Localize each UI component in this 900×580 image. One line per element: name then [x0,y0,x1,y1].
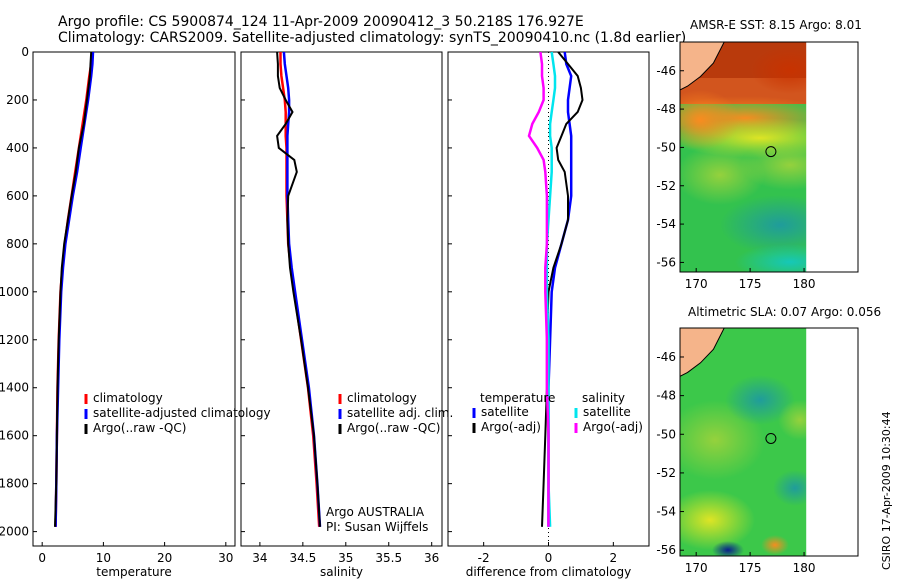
panel-2-xtick-label: 2 [610,551,618,565]
sst-no-data-area [806,42,858,272]
sla-float-marker [765,432,777,444]
series-line-1-2 [276,51,321,527]
legend-3-label-0: satellite [583,405,631,419]
series-line-0-2 [54,51,93,527]
panel-1-xtick-label: 36 [424,551,439,565]
sst-ytick-label: -52 [656,179,676,193]
sla-ytick-label: -48 [656,389,676,403]
depth-tick-label: 1800 [0,477,29,491]
sla-frame [679,327,859,557]
sst-xtick-label: 170 [685,277,708,291]
depth-tick-label: 1600 [0,429,29,443]
panel-1-xtick-label: 35.5 [375,551,402,565]
depth-tick-label: 1400 [0,381,29,395]
sla-no-data-area [806,328,858,556]
panel-0-xtick-label: 20 [157,551,172,565]
series-line-2-2 [545,51,557,527]
sst-float-marker [765,146,777,158]
depth-tick-label: 600 [6,189,29,203]
agency-annotation: Argo AUSTRALIA [326,505,425,519]
panel-0-xtick-label: 0 [38,551,46,565]
legend-0-label-1: satellite-adjusted climatology [93,406,271,420]
panel-0-xlabel: temperature [96,565,171,579]
legend-group-salinity: salinity [582,391,625,405]
legend-1-label-2: Argo(..raw -QC) [347,421,440,435]
sst-xtick-label: 180 [793,277,816,291]
panel-1-xtick-label: 34 [252,551,267,565]
sst-ytick-label: -48 [656,102,676,116]
sla-ytick-label: -54 [656,505,676,519]
series-line-2-3 [527,51,550,527]
sla-ytick-label: -56 [656,543,676,557]
sla-map-title: Altimetric SLA: 0.07 Argo: 0.056 [688,305,882,319]
sla-ytick-label: -52 [656,466,676,480]
depth-tick-label: 1000 [0,285,29,299]
sst-ytick-label: -54 [656,217,676,231]
depth-tick-label: 2000 [0,525,29,539]
sla-xtick-label: 175 [739,561,762,575]
panel-0-frame [32,51,236,547]
sla-xtick-label: 170 [685,561,708,575]
sla-ytick-label: -50 [656,427,676,441]
depth-tick-label: 400 [6,141,29,155]
legend-2-label-1: Argo(-adj) [481,420,541,434]
pi-annotation: PI: Susan Wijffels [326,520,428,534]
sst-ytick-label: -46 [656,64,676,78]
depth-tick-label: 1200 [0,333,29,347]
legend-1-label-1: satellite adj. clim. [347,406,453,420]
panel-2-xlabel: difference from climatology [466,565,632,579]
sla-field [680,328,818,556]
panel-2-xtick-label: -2 [478,551,490,565]
sla-ytick-label: -46 [656,350,676,364]
legend-3-label-1: Argo(-adj) [583,420,643,434]
panel-0-xtick-label: 10 [96,551,111,565]
figure-title-line1: Argo profile: CS 5900874_124 11-Apr-2009… [58,14,584,30]
depth-tick-label: 0 [21,45,29,59]
panel-2-xtick-label: 0 [545,551,553,565]
legend-0-label-2: Argo(..raw -QC) [93,421,186,435]
legend-1-label-0: climatology [347,391,417,405]
figure-title-line2: Climatology: CARS2009. Satellite-adjuste… [58,30,687,46]
sst-xtick-label: 175 [739,277,762,291]
panel-1-xtick-label: 35 [338,551,353,565]
sla-xtick-label: 180 [793,561,816,575]
sst-frame [679,41,859,273]
legend-0-label-0: climatology [93,391,163,405]
depth-tick-label: 200 [6,93,29,107]
panel-1-xtick-label: 34.5 [289,551,316,565]
panel-1-frame [240,51,443,547]
sst-map-title: AMSR-E SST: 8.15 Argo: 8.01 [690,18,862,32]
sst-ytick-label: -50 [656,140,676,154]
legend-group-temperature: temperature [480,391,555,405]
panel-1-xlabel: salinity [320,565,363,579]
panel-0-xtick-label: 30 [218,551,233,565]
legend-2-label-0: satellite [481,405,529,419]
depth-tick-label: 800 [6,237,29,251]
sst-ytick-label: -56 [656,255,676,269]
